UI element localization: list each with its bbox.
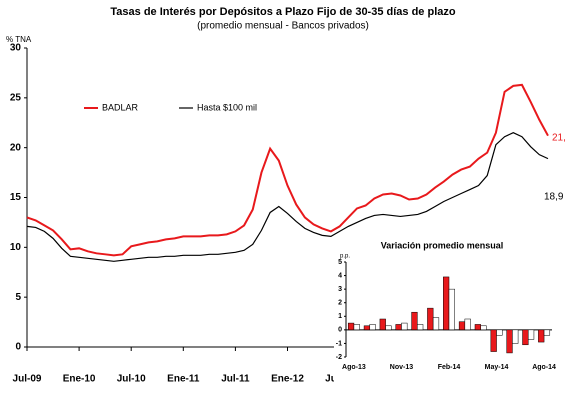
- bar: [496, 329, 503, 336]
- bar: [443, 276, 450, 331]
- inset-x-tick-label: Ago-14: [532, 364, 556, 371]
- inset-x-tick-label: Feb-14: [438, 364, 461, 371]
- bar: [353, 324, 360, 331]
- line-series: [26, 83, 549, 257]
- bar: [543, 329, 551, 336]
- inset-y-tick-label: -2: [336, 354, 342, 361]
- inset-x-tick-label: Nov-13: [390, 364, 413, 371]
- y-tick-label: 10: [10, 242, 22, 253]
- x-tick-label: Ene-12: [271, 374, 304, 385]
- bar: [432, 317, 440, 331]
- inset-y-tick-label: 5: [338, 259, 342, 266]
- x-tick-label: Ene-10: [63, 374, 96, 385]
- bar: [417, 324, 424, 331]
- inset-x-tick-label: May-14: [485, 364, 509, 371]
- y-tick-label: 0: [15, 342, 21, 353]
- bar: [464, 318, 471, 331]
- y-tick-label: 25: [10, 92, 22, 103]
- bar: [506, 329, 513, 354]
- bar: [347, 322, 355, 331]
- inset-y-tick-label: 2: [338, 300, 342, 307]
- inset-y-tick-label: 1: [338, 313, 342, 320]
- inset-title: Variación promedio mensual: [381, 240, 504, 250]
- inset-y-label: p.p.: [340, 254, 350, 260]
- chart-subtitle: (promedio mensual - Bancos privados): [197, 21, 369, 32]
- x-tick-label: Jul-11: [221, 374, 250, 385]
- x-tick-label: Jul-09: [13, 374, 42, 385]
- legend-label: BADLAR: [102, 102, 139, 112]
- value-label: 18,9: [544, 191, 564, 202]
- inset-x-tick-label: Ago-13: [342, 364, 366, 371]
- bar: [427, 307, 434, 331]
- bar: [401, 322, 408, 331]
- x-tick-label: Jul-10: [117, 374, 146, 385]
- y-axis-label: % TNA: [6, 35, 32, 44]
- bar: [411, 311, 418, 331]
- x-tick-label: Ene-11: [167, 374, 200, 385]
- line-series: [26, 132, 549, 262]
- y-tick-label: 5: [15, 292, 21, 303]
- bar: [458, 321, 466, 331]
- bar: [395, 324, 402, 331]
- bar: [512, 329, 519, 344]
- inset-y-tick-label: -1: [336, 340, 342, 347]
- bar: [379, 318, 386, 331]
- y-tick-label: 30: [10, 43, 22, 54]
- bar: [385, 325, 392, 331]
- legend-label: Hasta $100 mil: [197, 102, 257, 112]
- bar: [369, 324, 376, 331]
- chart-title: Tasas de Interés por Depósitos a Plazo F…: [110, 6, 455, 18]
- bar: [527, 329, 535, 340]
- bar: [363, 325, 371, 331]
- bar: [490, 329, 497, 352]
- value-label: 21,2: [552, 132, 566, 143]
- bar: [522, 329, 529, 346]
- inset-y-tick-label: 0: [338, 327, 342, 334]
- inset-y-tick-label: 3: [338, 286, 342, 293]
- inset-y-tick-label: 4: [338, 272, 342, 279]
- bar: [480, 325, 487, 331]
- y-tick-label: 15: [10, 192, 22, 203]
- bar: [474, 324, 481, 331]
- y-tick-label: 20: [10, 142, 22, 153]
- bar: [538, 329, 545, 343]
- bar: [448, 288, 455, 331]
